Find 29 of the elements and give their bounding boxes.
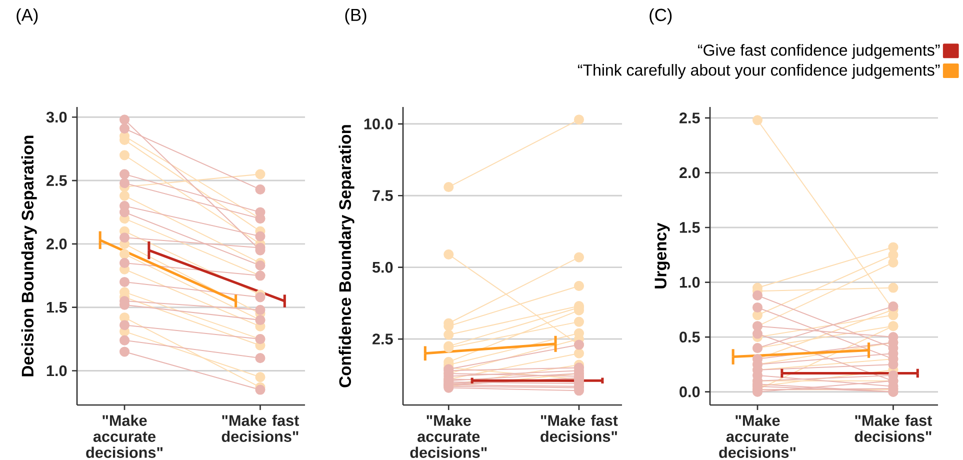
chart-title: (B) bbox=[345, 8, 366, 24]
legend-label: “Think carefully about your confidence judgements” bbox=[578, 64, 940, 79]
legend-label: “Give fast confidence judgements” bbox=[698, 44, 940, 59]
chart-title: (C) bbox=[650, 8, 672, 24]
x-tick-label: "Make fast decisions" bbox=[854, 414, 932, 442]
y-tick-label: 1.5 bbox=[680, 222, 700, 233]
y-tick-label: 2.5 bbox=[46, 175, 67, 186]
chart-title: (A) bbox=[16, 8, 38, 24]
y-tick-label: 1.5 bbox=[46, 302, 67, 313]
y-tick-label: 3.0 bbox=[46, 112, 67, 123]
x-tick-label: "Make accurate decisions" bbox=[410, 414, 487, 458]
y-axis-title: Confidence Boundary Separation bbox=[338, 125, 354, 388]
x-tick-label: "Make accurate decisions" bbox=[719, 414, 796, 458]
y-tick-label: 0.5 bbox=[680, 332, 700, 342]
y-tick-label: 2.5 bbox=[372, 334, 393, 344]
y-tick-label: 5.0 bbox=[372, 262, 393, 273]
x-tick-label: "Make fast decisions" bbox=[540, 414, 618, 442]
x-tick-label: "Make accurate decisions" bbox=[86, 414, 162, 458]
y-tick-label: 2.0 bbox=[679, 167, 700, 178]
y-tick-label: 1.0 bbox=[680, 276, 700, 288]
y-axis-title: Urgency bbox=[654, 222, 670, 288]
x-tick-label: "Make fast decisions" bbox=[222, 414, 300, 442]
y-tick-label: 0.0 bbox=[680, 386, 700, 398]
y-tick-label: 2.5 bbox=[679, 112, 700, 124]
y-tick-label: 7.5 bbox=[372, 190, 393, 201]
y-tick-label: 2.0 bbox=[46, 238, 67, 250]
y-tick-label: 1.0 bbox=[46, 365, 67, 376]
y-axis-title: Decision Boundary Separation bbox=[21, 136, 37, 376]
y-tick-label: 10.0 bbox=[364, 118, 393, 130]
